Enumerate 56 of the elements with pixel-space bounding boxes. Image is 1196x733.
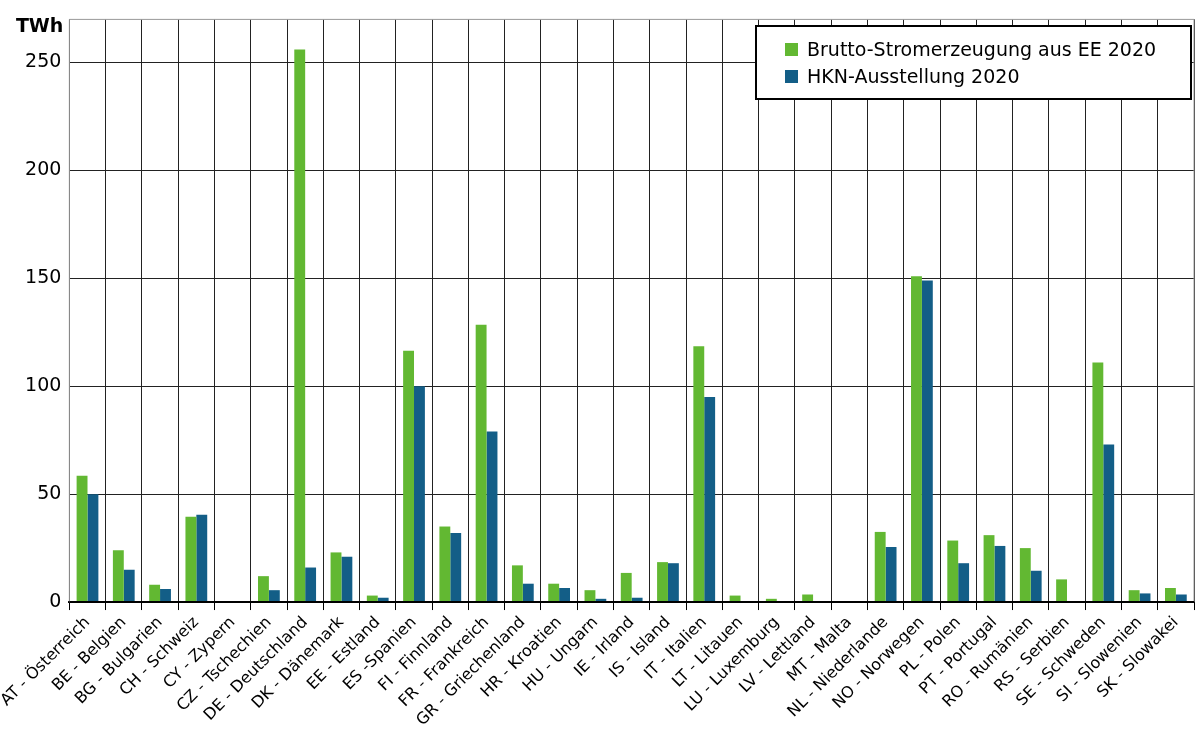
bar <box>911 276 922 602</box>
y-tick-label: 250 <box>25 49 62 72</box>
bar <box>341 556 353 602</box>
bar <box>486 431 498 602</box>
bar <box>1030 570 1042 602</box>
bar <box>921 280 933 602</box>
bar <box>403 350 415 602</box>
bar <box>258 576 269 602</box>
bar <box>947 540 959 602</box>
y-tick-label: 0 <box>49 588 62 611</box>
bar <box>185 516 197 602</box>
bar <box>704 397 716 602</box>
bar <box>123 569 135 602</box>
bar <box>874 531 886 602</box>
bar <box>450 532 462 602</box>
bar <box>87 494 99 602</box>
bar <box>1103 444 1115 602</box>
bar <box>294 49 306 602</box>
bar <box>305 567 317 602</box>
bar <box>994 545 1006 602</box>
bar <box>657 562 668 602</box>
bar <box>1056 579 1068 602</box>
bar <box>160 589 171 602</box>
bar <box>1164 588 1176 602</box>
bar <box>1128 590 1140 602</box>
bar <box>149 584 161 602</box>
bar <box>1019 548 1031 602</box>
y-tick-label: 50 <box>37 481 62 504</box>
bar <box>1175 594 1187 602</box>
bar <box>802 594 814 602</box>
bar <box>667 563 679 602</box>
bar <box>76 475 88 602</box>
bar <box>620 572 632 602</box>
legend-label: HKN-Ausstellung 2020 <box>807 65 1020 88</box>
bar <box>693 346 705 602</box>
y-tick-label: 100 <box>25 373 62 396</box>
bar <box>559 588 571 602</box>
bar <box>983 535 995 602</box>
bar <box>885 547 897 602</box>
bar <box>548 583 560 602</box>
bar <box>1092 362 1104 602</box>
bar <box>330 552 342 602</box>
y-axis-title: TWh <box>15 13 64 36</box>
bar <box>511 565 523 602</box>
bar <box>196 514 208 602</box>
bar <box>522 583 534 602</box>
bar <box>439 526 451 602</box>
bar <box>958 563 970 602</box>
bar <box>475 324 487 602</box>
bar <box>1139 593 1151 602</box>
bar <box>414 386 425 602</box>
bar <box>112 550 124 602</box>
bar <box>268 590 280 602</box>
legend-label: Brutto-Stromerzeugung aus EE 2020 <box>807 38 1157 61</box>
y-tick-label: 200 <box>25 157 62 180</box>
y-tick-label: 150 <box>25 265 62 288</box>
